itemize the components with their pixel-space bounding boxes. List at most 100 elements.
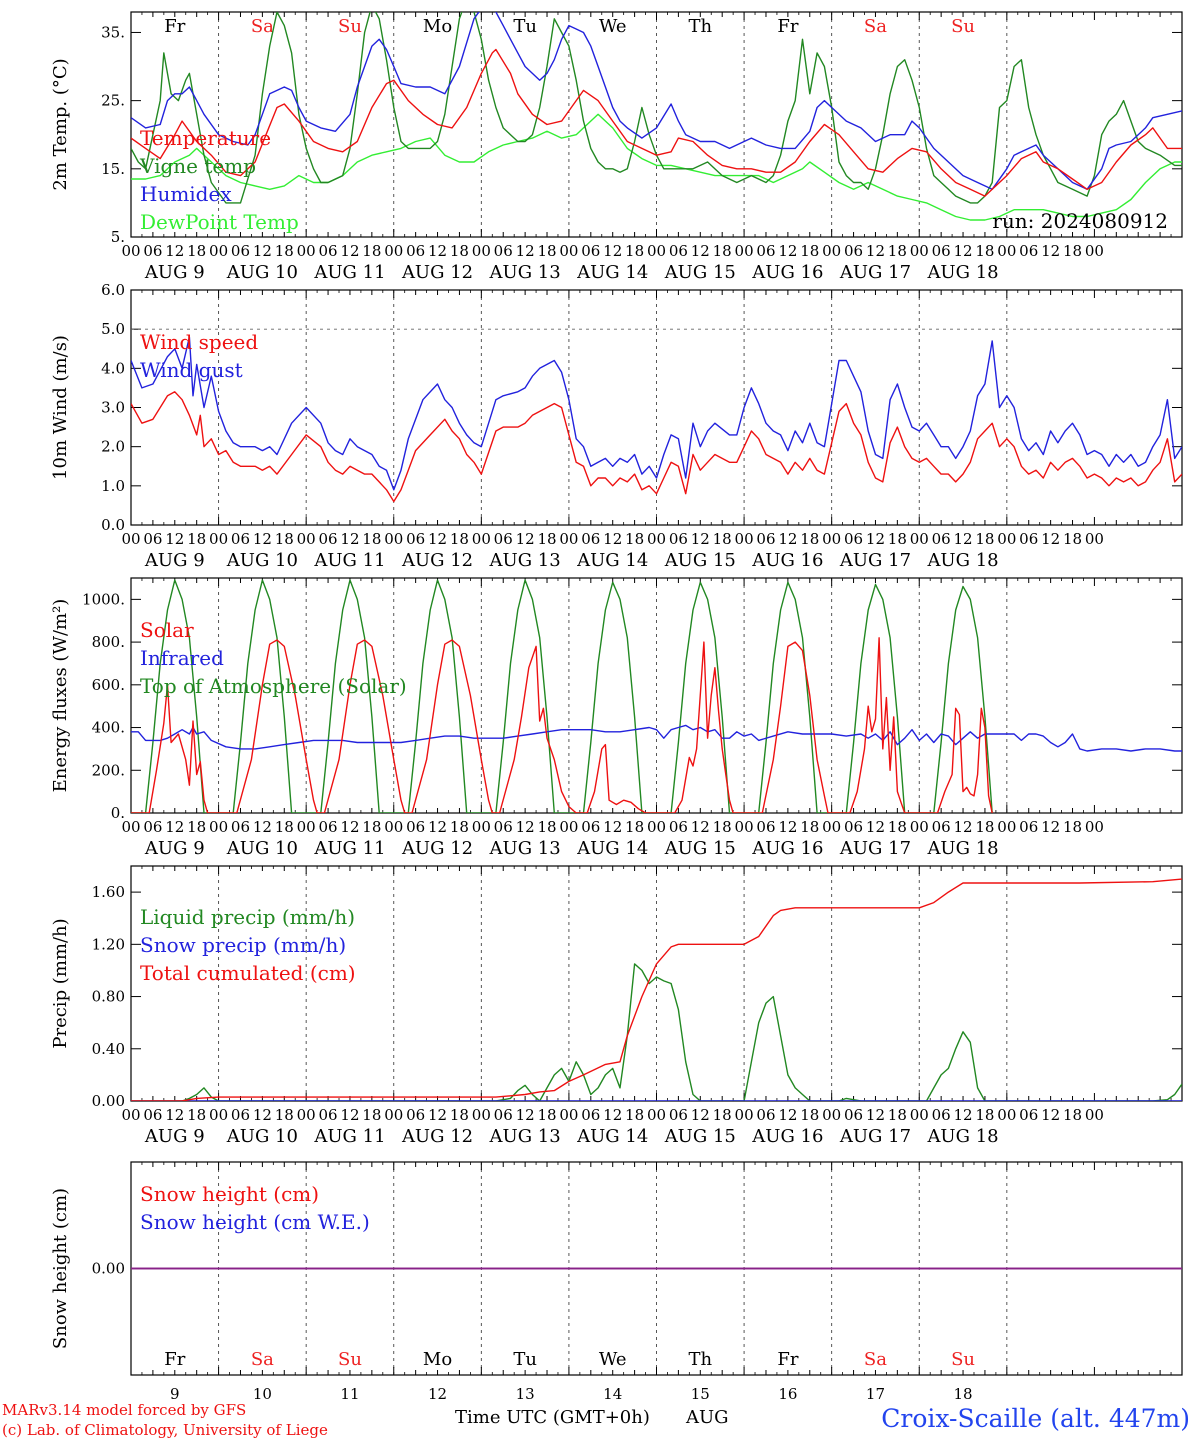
hour-tick-label: 12 bbox=[428, 530, 447, 548]
hour-tick-label: 12 bbox=[1041, 530, 1060, 548]
date-label: AUG 17 bbox=[839, 1126, 911, 1147]
hour-tick-label: 18 bbox=[888, 530, 907, 548]
hour-tick-label: 06 bbox=[932, 1106, 951, 1124]
hour-tick-label: 06 bbox=[494, 242, 513, 260]
date-label: AUG 16 bbox=[751, 550, 823, 571]
hour-tick-label: 12 bbox=[340, 530, 359, 548]
hour-tick-label: 00 bbox=[559, 530, 578, 548]
day-number: 11 bbox=[340, 1385, 359, 1403]
hour-tick-label: 00 bbox=[822, 818, 841, 836]
hour-tick-label: 18 bbox=[800, 1106, 819, 1124]
series-line bbox=[131, 878, 1182, 1101]
hour-tick-label: 00 bbox=[997, 530, 1016, 548]
hour-tick-label: 18 bbox=[537, 530, 556, 548]
hour-tick-label: 06 bbox=[581, 818, 600, 836]
hour-tick-label: 18 bbox=[362, 242, 381, 260]
hour-tick-label: 12 bbox=[866, 818, 885, 836]
date-label: AUG 9 bbox=[144, 1126, 205, 1147]
hour-tick-label: 12 bbox=[603, 1106, 622, 1124]
hour-tick-label: 00 bbox=[209, 818, 228, 836]
legend-entry: Snow height (cm W.E.) bbox=[140, 1210, 370, 1234]
y-tick-label: 200. bbox=[92, 761, 125, 779]
hour-tick-label: 00 bbox=[121, 242, 140, 260]
hour-tick-label: 12 bbox=[691, 530, 710, 548]
month-label: AUG bbox=[685, 1407, 729, 1428]
day-number: 16 bbox=[778, 1385, 797, 1403]
hour-tick-label: 00 bbox=[997, 818, 1016, 836]
hour-tick-label: 12 bbox=[603, 530, 622, 548]
date-label: AUG 18 bbox=[926, 262, 998, 283]
hour-tick-label: 00 bbox=[121, 1106, 140, 1124]
day-name: Tu bbox=[513, 16, 537, 37]
hour-tick-label: 00 bbox=[121, 530, 140, 548]
hour-tick-label: 06 bbox=[756, 242, 775, 260]
day-name: Sa bbox=[864, 1349, 887, 1370]
series-line bbox=[131, 637, 993, 813]
y-tick-label: 1.20 bbox=[92, 935, 125, 953]
hour-tick-label: 06 bbox=[669, 1106, 688, 1124]
legend-entry: Total cumulated (cm) bbox=[140, 961, 356, 985]
hour-tick-label: 18 bbox=[975, 1106, 994, 1124]
hour-tick-label: 18 bbox=[625, 1106, 644, 1124]
day-number: 15 bbox=[691, 1385, 710, 1403]
legend-entry: Humidex bbox=[140, 182, 232, 206]
hour-tick-label: 12 bbox=[778, 1106, 797, 1124]
day-name: Fr bbox=[777, 1349, 798, 1370]
date-label: AUG 11 bbox=[313, 838, 385, 859]
hour-tick-label: 18 bbox=[187, 530, 206, 548]
date-label: AUG 10 bbox=[226, 262, 298, 283]
date-label: AUG 10 bbox=[226, 1126, 298, 1147]
hour-tick-label: 00 bbox=[209, 530, 228, 548]
hour-tick-label: 12 bbox=[1041, 818, 1060, 836]
hour-tick-label: 06 bbox=[932, 242, 951, 260]
hour-tick-label: 18 bbox=[362, 530, 381, 548]
day-number: 10 bbox=[253, 1385, 272, 1403]
hour-tick-label: 18 bbox=[800, 818, 819, 836]
legend-entry: Wind speed bbox=[140, 330, 258, 354]
y-tick-label: 4.0 bbox=[101, 359, 125, 377]
date-label: AUG 18 bbox=[926, 1126, 998, 1147]
hour-tick-label: 18 bbox=[450, 818, 469, 836]
hour-tick-label: 06 bbox=[581, 242, 600, 260]
y-tick-label: 0.80 bbox=[92, 988, 125, 1006]
hour-tick-label: 06 bbox=[143, 1106, 162, 1124]
y-tick-label: 0. bbox=[111, 804, 125, 822]
hour-tick-label: 00 bbox=[297, 242, 316, 260]
hour-tick-label: 12 bbox=[516, 1106, 535, 1124]
hour-tick-label: 12 bbox=[1041, 242, 1060, 260]
hour-tick-label: 00 bbox=[297, 818, 316, 836]
date-label: AUG 13 bbox=[489, 838, 561, 859]
date-label: AUG 12 bbox=[401, 838, 473, 859]
hour-tick-label: 12 bbox=[428, 242, 447, 260]
hour-tick-label: 06 bbox=[319, 818, 338, 836]
hour-tick-label: 06 bbox=[231, 242, 250, 260]
y-tick-label: 15. bbox=[101, 160, 125, 178]
hour-tick-label: 18 bbox=[275, 530, 294, 548]
hour-tick-label: 12 bbox=[866, 242, 885, 260]
hour-tick-label: 00 bbox=[822, 1106, 841, 1124]
legend-entry: Wind gust bbox=[140, 358, 243, 382]
hour-tick-label: 18 bbox=[1063, 530, 1082, 548]
hour-tick-label: 18 bbox=[888, 242, 907, 260]
date-label: AUG 14 bbox=[576, 838, 648, 859]
hour-tick-label: 06 bbox=[319, 530, 338, 548]
day-name: Fr bbox=[164, 16, 185, 37]
hour-tick-label: 00 bbox=[297, 1106, 316, 1124]
hour-tick-label: 06 bbox=[319, 1106, 338, 1124]
date-label: AUG 13 bbox=[489, 550, 561, 571]
date-label: AUG 16 bbox=[751, 838, 823, 859]
hour-tick-label: 06 bbox=[756, 1106, 775, 1124]
y-tick-label: 1000. bbox=[82, 590, 125, 608]
date-label: AUG 15 bbox=[664, 262, 736, 283]
hour-tick-label: 18 bbox=[275, 1106, 294, 1124]
series-line bbox=[131, 336, 1182, 491]
y-tick-label: 800. bbox=[92, 633, 125, 651]
hour-tick-label: 12 bbox=[253, 818, 272, 836]
legend-entry: Infrared bbox=[140, 646, 224, 670]
y-tick-label: 25. bbox=[101, 92, 125, 110]
hour-tick-label: 06 bbox=[844, 242, 863, 260]
hour-tick-label: 06 bbox=[494, 1106, 513, 1124]
series-line bbox=[131, 12, 1182, 204]
hour-tick-label: 06 bbox=[669, 530, 688, 548]
hour-tick-label: 18 bbox=[975, 242, 994, 260]
